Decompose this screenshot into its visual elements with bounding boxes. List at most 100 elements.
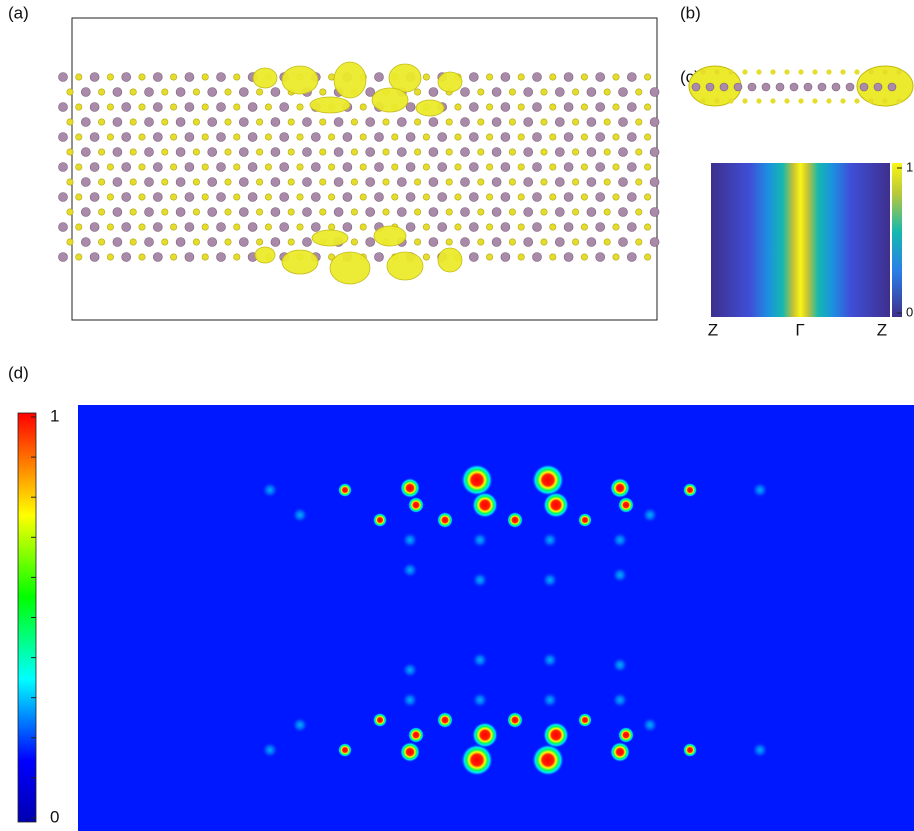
atom — [297, 194, 303, 200]
atom — [193, 119, 199, 125]
atom — [217, 193, 226, 202]
atom — [67, 239, 73, 245]
atom — [76, 104, 82, 110]
x-label: Z — [708, 320, 718, 339]
atom — [234, 254, 240, 260]
atom — [429, 118, 438, 127]
density-glow — [542, 692, 558, 708]
density-spot — [400, 478, 420, 498]
atom — [81, 238, 90, 247]
atom — [383, 149, 389, 155]
atom — [328, 194, 334, 200]
atom — [59, 163, 68, 172]
atom — [826, 69, 831, 74]
atom — [587, 238, 596, 247]
atom — [122, 133, 131, 142]
density-spot — [618, 497, 634, 513]
atom — [550, 194, 556, 200]
atom — [423, 254, 429, 260]
atom — [524, 148, 533, 157]
atom — [650, 148, 659, 157]
density-glow — [752, 742, 768, 758]
atom — [288, 209, 294, 215]
atom — [271, 178, 280, 187]
atom — [90, 133, 99, 142]
atom — [360, 224, 366, 230]
density-spot — [400, 742, 420, 762]
density-spot — [532, 744, 564, 776]
atom — [720, 83, 728, 91]
colorbar-label: 0 — [906, 304, 913, 319]
atom — [122, 73, 131, 82]
atom — [397, 178, 406, 187]
atom — [303, 238, 312, 247]
atom — [533, 163, 542, 172]
density-map — [78, 405, 914, 831]
atom — [596, 223, 605, 232]
atom — [76, 254, 82, 260]
atom — [162, 179, 168, 185]
atom — [581, 224, 587, 230]
atom — [564, 253, 573, 262]
atom — [366, 208, 375, 217]
atom — [320, 89, 326, 95]
density-glow — [612, 657, 628, 673]
atom — [193, 179, 199, 185]
atom — [555, 148, 564, 157]
atom — [113, 238, 122, 247]
atom — [896, 98, 901, 103]
atom — [550, 224, 556, 230]
atom — [533, 133, 542, 142]
atom — [202, 164, 208, 170]
atom — [619, 208, 628, 217]
atom — [217, 133, 226, 142]
atom — [288, 239, 294, 245]
atom — [265, 104, 271, 110]
atom — [130, 149, 136, 155]
atom — [541, 89, 547, 95]
atom — [486, 104, 492, 110]
atom — [343, 163, 352, 172]
atom — [130, 239, 136, 245]
atom — [208, 178, 217, 187]
atom — [248, 193, 257, 202]
atom — [587, 148, 596, 157]
atom — [429, 178, 438, 187]
density-glow — [262, 742, 278, 758]
atom — [550, 134, 556, 140]
atom — [297, 164, 303, 170]
density-spot — [472, 722, 498, 748]
atom — [297, 104, 303, 110]
atom — [225, 179, 231, 185]
atom — [776, 83, 784, 91]
atom — [596, 103, 605, 112]
atom — [234, 224, 240, 230]
density-glow — [642, 717, 658, 733]
atom — [320, 149, 326, 155]
atom — [185, 223, 194, 232]
atom — [478, 239, 484, 245]
density-glow — [262, 482, 278, 498]
atom — [492, 148, 501, 157]
atom — [153, 223, 162, 232]
atom — [59, 133, 68, 142]
atom — [619, 88, 628, 97]
isosurface — [438, 72, 462, 92]
atom — [360, 134, 366, 140]
atom — [202, 74, 208, 80]
atom — [564, 73, 573, 82]
atom — [76, 74, 82, 80]
atom — [613, 194, 619, 200]
atom — [518, 104, 524, 110]
isosurface — [330, 252, 370, 284]
atom — [501, 133, 510, 142]
atom — [461, 178, 470, 187]
atom — [564, 103, 573, 112]
atom — [76, 164, 82, 170]
atom — [461, 118, 470, 127]
atom — [596, 163, 605, 172]
atom — [271, 208, 280, 217]
isosurface — [282, 66, 318, 94]
atom — [256, 149, 262, 155]
atom — [217, 223, 226, 232]
